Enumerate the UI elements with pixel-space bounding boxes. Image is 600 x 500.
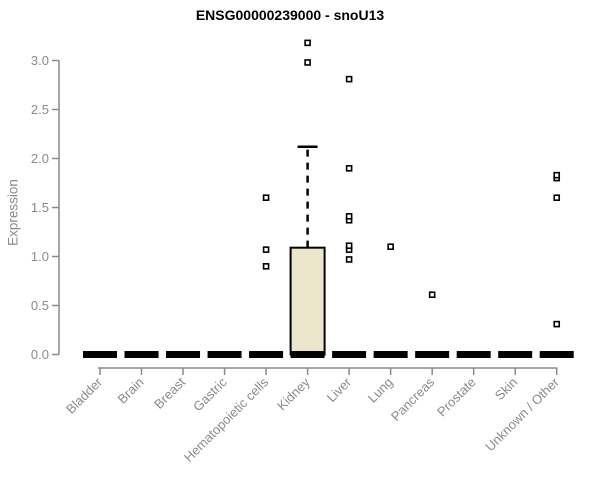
chart-title: ENSG00000239000 - snoU13 <box>195 7 385 23</box>
outlier-point <box>553 171 561 179</box>
outlier-point <box>262 246 270 253</box>
outlier-point <box>553 194 561 201</box>
x-tick-label: Bladder <box>63 374 106 417</box>
outlier-point <box>304 39 311 47</box>
outlier-point <box>553 320 561 328</box>
outlier-point <box>387 243 394 250</box>
x-tick-label: Liver <box>324 374 355 405</box>
boxplot-box <box>289 246 326 356</box>
outlier-point <box>345 213 353 220</box>
y-tick-label: 2.5 <box>31 102 49 117</box>
y-tick-label: 1.0 <box>31 249 49 264</box>
y-tick-label: 0.0 <box>31 347 49 362</box>
x-tick-label: Pancreas <box>388 374 438 424</box>
x-tick-label: Gastric <box>190 374 230 414</box>
outlier-point <box>345 165 353 172</box>
x-tick-label: Kidney <box>274 374 313 413</box>
outlier-point <box>345 75 353 83</box>
outlier-point <box>345 242 353 250</box>
outlier-point <box>345 256 353 263</box>
x-tick-label: Breast <box>151 374 188 411</box>
x-tick-label: Brain <box>115 375 147 407</box>
outlier-point <box>262 262 270 270</box>
x-tick-label: Prostate <box>434 375 479 420</box>
outlier-point <box>428 291 436 299</box>
outlier-point <box>304 59 311 66</box>
outlier-point <box>262 194 270 201</box>
y-tick-label: 0.5 <box>31 298 49 313</box>
x-tick-label: Unknown / Other <box>482 374 562 454</box>
y-tick-label: 3.0 <box>31 53 49 68</box>
x-tick-label: Lung <box>365 375 396 406</box>
y-tick-label: 1.5 <box>31 200 49 215</box>
y-tick-label: 2.0 <box>31 151 49 166</box>
x-tick-label: Skin <box>492 375 520 403</box>
